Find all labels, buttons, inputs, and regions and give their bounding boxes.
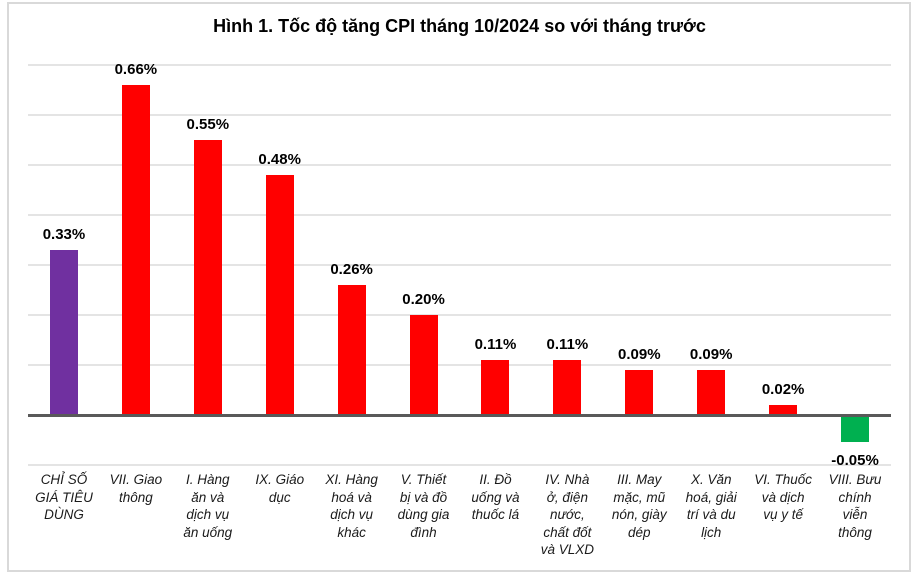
gridline [28, 314, 891, 316]
plot-area: 0.33% 0.66% 0.55% 0.48% 0.26% 0.20% 0.11% 0.11%… [28, 61, 891, 469]
bar-value-label: 0.09% [689, 346, 733, 363]
category-label: V. Thiết bị và đồ dùng gia đình [397, 472, 450, 540]
gridline [28, 364, 891, 366]
category-label: XI. Hàng hoá và dịch vụ khác [325, 472, 378, 540]
chart-title: Hình 1. Tốc độ tăng CPI tháng 10/2024 so… [213, 16, 706, 36]
bar-10 [697, 370, 726, 415]
gridline [28, 114, 891, 116]
gridline [28, 64, 891, 66]
category-label: VII. Giao thông [109, 472, 163, 505]
bar-12 [841, 416, 870, 442]
bar-6 [409, 315, 438, 415]
gridline [28, 164, 891, 166]
bar-value-label: -0.05% [831, 452, 879, 469]
bar-value-label: 0.11% [546, 336, 589, 353]
category-label: III. May mặc, mũ nón, giày dép [611, 472, 667, 540]
category-label: CHỈ SỐ GIÁ TIÊU DÙNG [35, 472, 93, 522]
gridline [28, 464, 891, 466]
bar-value-label: 0.11% [474, 336, 517, 353]
x-axis-line [28, 413, 891, 417]
gridline [28, 264, 891, 266]
bar-1 [49, 250, 78, 415]
bar-value-label: 0.02% [761, 381, 805, 398]
bar-4 [265, 175, 294, 415]
category-label: VI. Thuốc và dịch vụ y tế [754, 472, 812, 522]
bar-value-label: 0.33% [42, 226, 86, 243]
bar-5 [337, 285, 366, 415]
bar-7 [481, 360, 510, 415]
category-label: X. Văn hoá, giải trí và du lịch [685, 472, 737, 540]
category-label: IV. Nhà ở, điện nước, chất đốt và VLXD [540, 472, 594, 557]
bar-9 [625, 370, 654, 415]
bar-value-label: 0.55% [186, 116, 230, 133]
bar-value-label: 0.20% [402, 291, 445, 308]
bar-value-label: 0.26% [330, 261, 373, 278]
bar-8 [553, 360, 582, 415]
gridline [28, 214, 891, 216]
bar-3 [193, 140, 222, 415]
category-label: I. Hàng ăn và dịch vụ ăn uống [183, 472, 233, 540]
bar-value-label: 0.66% [114, 61, 158, 78]
category-label: VIII. Bưu chính viễn thông [828, 472, 882, 540]
category-axis: CHỈ SỐ GIÁ TIÊU DÙNG VII. Giao thông I. Hà… [28, 471, 891, 571]
bar-value-label: 0.48% [258, 151, 301, 168]
bar-2 [121, 85, 150, 415]
category-label: IX. Giáo dục [255, 472, 305, 505]
bar-value-label: 0.09% [618, 346, 661, 363]
category-label: II. Đồ uống và thuốc lá [471, 472, 520, 522]
bar-11 [769, 405, 798, 415]
